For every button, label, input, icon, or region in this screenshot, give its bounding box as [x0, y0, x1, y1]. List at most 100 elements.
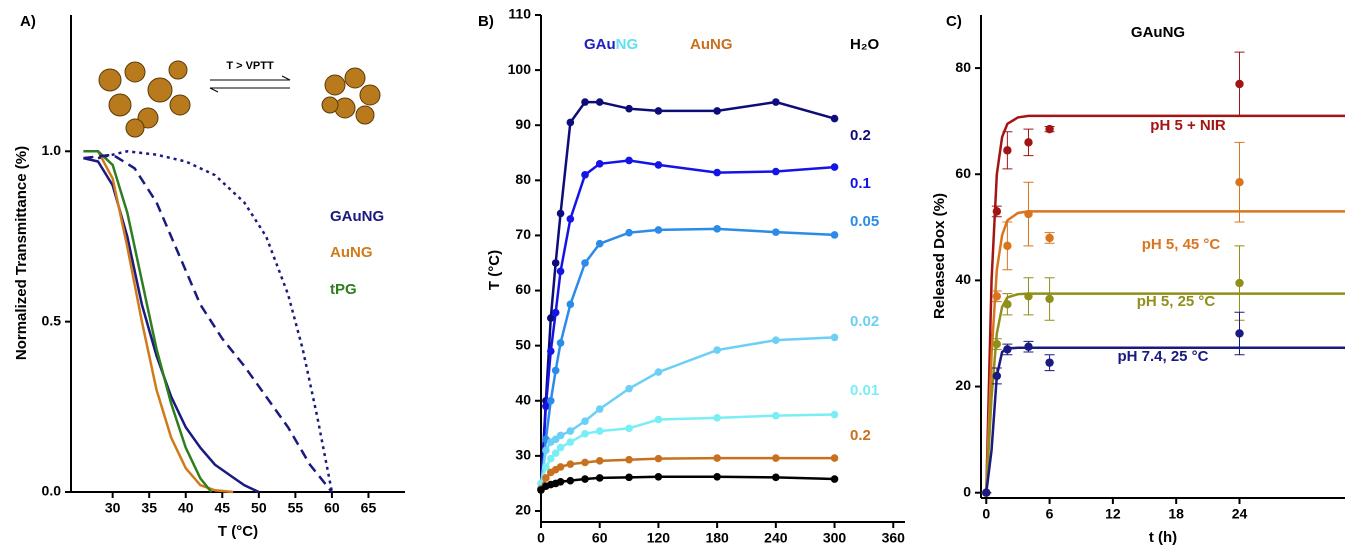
y-tick-label: 0.0	[42, 483, 62, 499]
panel: C) t (h) Released Dox (%) GAuNG 0 6 12 18 24 0 20 4…	[931, 13, 1345, 546]
data-point	[772, 336, 780, 344]
x-tick-label: 40	[178, 500, 194, 516]
data-point	[556, 339, 565, 347]
data-point	[566, 427, 575, 435]
y-tick-label: 40	[955, 271, 971, 287]
data-point	[830, 475, 839, 483]
data-point	[654, 107, 663, 115]
data-point	[551, 308, 560, 317]
data-point	[595, 98, 604, 106]
data-point	[595, 239, 604, 248]
data-point	[566, 300, 575, 309]
data-point	[556, 463, 565, 471]
x-tick-label: 300	[823, 530, 847, 546]
data-point	[625, 228, 633, 237]
data-point	[1235, 278, 1244, 288]
schematic	[98, 60, 381, 138]
x-tick-label: 360	[882, 530, 906, 546]
data-point	[1024, 138, 1033, 147]
series-label: 0.02	[850, 313, 879, 330]
data-point	[982, 488, 991, 497]
y-tick-label: 30	[515, 447, 531, 463]
data-point	[772, 98, 780, 106]
data-point	[1045, 358, 1054, 367]
panel-label: A)	[20, 13, 36, 30]
group-label: GAuNG	[584, 36, 638, 53]
y-axis-title: T (°C)	[486, 250, 503, 290]
fit-curve	[985, 346, 1345, 493]
data-point	[625, 473, 633, 482]
data-point	[566, 476, 575, 485]
x-tick-label: 45	[214, 500, 230, 516]
series-label: pH 5 + NIR	[1150, 117, 1226, 134]
x-axis-title: t (h)	[1149, 529, 1177, 546]
series-label: tPG	[330, 281, 357, 298]
fit-curve	[985, 292, 1345, 493]
data-point	[581, 430, 589, 438]
series-label: AuNG	[330, 244, 373, 261]
panel-label: C)	[946, 13, 962, 30]
x-tick-label: 24	[1232, 506, 1248, 522]
data-point	[1045, 294, 1054, 304]
fit-curve	[985, 210, 1345, 493]
data-point	[566, 460, 575, 468]
data-point	[581, 171, 589, 179]
x-tick-label: 6	[1046, 506, 1054, 522]
series-line	[83, 156, 260, 494]
data-point	[595, 159, 604, 168]
data-point	[546, 347, 555, 355]
series-label: pH 5, 45 °C	[1142, 236, 1221, 253]
data-point	[1003, 300, 1012, 309]
data-point	[1024, 209, 1033, 219]
series-line	[97, 150, 334, 493]
data-point	[546, 396, 555, 405]
data-point	[595, 427, 604, 435]
data-point	[1024, 292, 1033, 301]
series-label: 0.1	[850, 175, 871, 192]
series-line	[539, 227, 835, 490]
y-tick-label: 100	[508, 61, 532, 77]
x-tick-label: 0	[982, 506, 990, 522]
y-tick-label: 80	[955, 59, 971, 75]
data-point	[566, 118, 575, 127]
data-point	[713, 168, 721, 177]
x-axis-title: T (°C)	[218, 523, 258, 540]
y-tick-label: 60	[955, 165, 971, 181]
data-point	[772, 228, 780, 236]
data-point	[713, 454, 721, 462]
y-tick-label: 1.0	[42, 142, 62, 158]
data-point	[772, 473, 780, 482]
x-tick-label: 240	[764, 530, 788, 546]
x-tick-label: 0	[537, 530, 545, 546]
data-point	[992, 371, 1002, 381]
data-point	[1003, 146, 1012, 155]
data-point	[830, 163, 839, 171]
data-point	[830, 410, 839, 419]
y-tick-label: 60	[515, 281, 531, 297]
data-point	[1045, 124, 1054, 134]
y-axis-title: Released Dox (%)	[931, 193, 948, 319]
data-point	[625, 104, 633, 113]
data-point	[713, 414, 721, 422]
data-point	[1045, 233, 1054, 243]
data-point	[830, 231, 839, 239]
data-point	[713, 107, 721, 115]
data-point	[542, 446, 550, 455]
x-tick-label: 65	[361, 500, 377, 516]
data-point	[654, 161, 663, 169]
data-point	[581, 458, 589, 467]
data-point	[556, 443, 565, 452]
data-point	[595, 405, 604, 413]
x-tick-label: 120	[647, 530, 671, 546]
data-point	[556, 477, 565, 486]
data-point	[713, 346, 721, 354]
data-point	[830, 114, 839, 123]
data-point	[546, 314, 555, 322]
data-point	[625, 424, 633, 433]
data-point	[772, 411, 780, 420]
chart-title: GAuNG	[1131, 24, 1185, 41]
x-tick-label: 12	[1105, 506, 1121, 522]
data-point	[992, 207, 1002, 216]
fit-curve	[985, 114, 1345, 493]
series-label: 0.2	[850, 427, 871, 444]
